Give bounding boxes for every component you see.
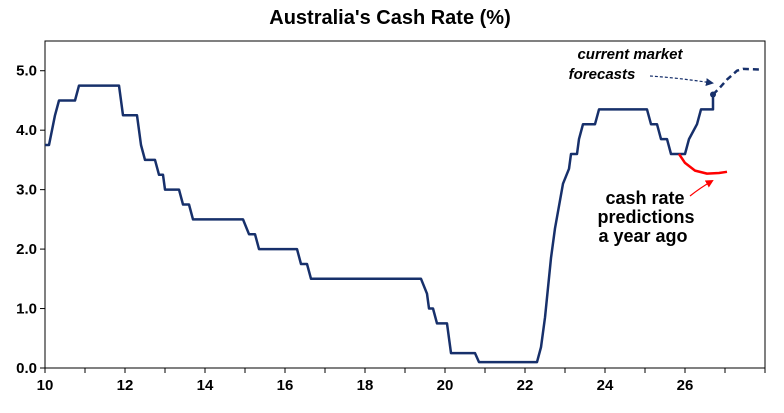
x-tick-label: 10 <box>37 377 54 394</box>
x-tick-label: 26 <box>677 377 694 394</box>
x-tick-label: 18 <box>357 377 374 394</box>
market-forecast-line <box>712 67 760 96</box>
annotation-forecast-line2: forecasts <box>569 66 636 83</box>
y-tick-label: 1.0 <box>16 301 37 318</box>
x-tick-label: 14 <box>197 377 214 394</box>
y-tick-label: 2.0 <box>16 241 37 258</box>
x-tick-label: 12 <box>117 377 134 394</box>
y-tick-label: 0.0 <box>16 360 37 377</box>
prediction-line <box>677 153 728 175</box>
annotation-forecast-line1: current market <box>577 46 683 63</box>
plot-frame <box>44 40 766 369</box>
x-tick-label: 22 <box>517 377 534 394</box>
x-axis: 10 12 14 16 18 20 22 24 26 <box>37 368 766 394</box>
annotation-predictions-line1: cash rate <box>605 188 684 208</box>
latest-value-marker <box>710 91 716 98</box>
cash-rate-line <box>45 84 715 364</box>
forecast-arrow <box>649 75 714 87</box>
chart-title: Australia's Cash Rate (%) <box>269 7 511 29</box>
y-tick-label: 3.0 <box>16 182 37 199</box>
x-tick-label: 20 <box>437 377 454 394</box>
y-tick-label: 5.0 <box>16 63 37 80</box>
x-tick-label: 24 <box>597 377 614 394</box>
y-tick-label: 4.0 <box>16 122 37 139</box>
annotation-predictions-line3: a year ago <box>598 226 687 246</box>
x-tick-label: 16 <box>277 377 294 394</box>
annotation-predictions-line2: predictions <box>597 207 694 227</box>
predictions-arrow <box>689 179 714 197</box>
series-layer <box>45 67 760 364</box>
y-axis: 0.0 1.0 2.0 3.0 4.0 5.0 <box>16 63 45 377</box>
